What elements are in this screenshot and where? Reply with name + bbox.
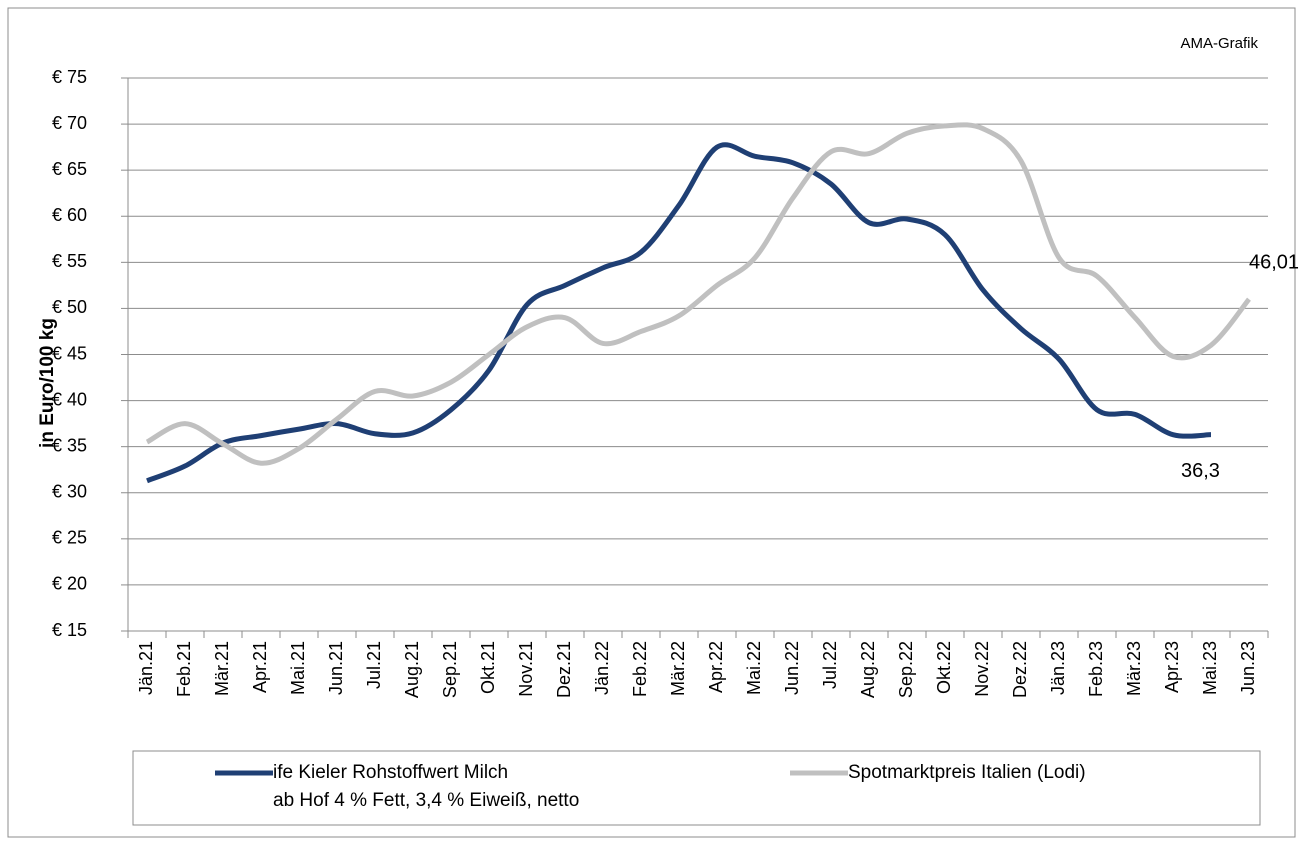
y-tick-label: € 75 — [52, 67, 87, 87]
x-tick-label: Jän.21 — [136, 641, 156, 695]
y-tick-label: € 35 — [52, 435, 87, 455]
y-tick-label: € 70 — [52, 113, 87, 133]
x-tick-label: Jul.21 — [364, 641, 384, 689]
legend-box — [132, 750, 1261, 826]
x-tick-label: Apr.22 — [706, 641, 726, 693]
y-tick-label: € 50 — [52, 297, 87, 317]
x-tick-label: Mär.22 — [668, 641, 688, 696]
y-tick-label: € 15 — [52, 620, 87, 640]
data-label: 36,3 — [1181, 460, 1220, 482]
x-tick-label: Jun.21 — [326, 641, 346, 695]
y-axis-label: in Euro/100 kg — [37, 318, 58, 448]
x-tick-label: Okt.22 — [934, 641, 954, 694]
x-tick-label: Mai.23 — [1200, 641, 1220, 695]
y-tick-label: € 30 — [52, 482, 87, 502]
y-tick-label: € 45 — [52, 343, 87, 363]
x-tick-label: Jun.23 — [1238, 641, 1258, 695]
x-tick-label: Sep.21 — [440, 641, 460, 698]
x-tick-label: Feb.22 — [630, 641, 650, 697]
series-line — [145, 122, 1251, 466]
legend-note: ab Hof 4 % Fett, 3,4 % Eiweiß, netto — [273, 790, 579, 811]
x-tick-label: Dez.22 — [1010, 641, 1030, 698]
y-tick-label: € 55 — [52, 251, 87, 271]
x-tick-label: Dez.21 — [554, 641, 574, 698]
x-tick-label: Aug.22 — [858, 641, 878, 698]
y-tick-label: € 60 — [52, 205, 87, 225]
x-tick-label: Feb.23 — [1086, 641, 1106, 697]
legend-label: ife Kieler Rohstoffwert Milch — [273, 762, 508, 783]
x-tick-label: Jun.22 — [782, 641, 802, 695]
x-tick-label: Jän.23 — [1048, 641, 1068, 695]
x-tick-label: Mär.21 — [212, 641, 232, 696]
x-tick-label: Sep.22 — [896, 641, 916, 698]
x-tick-label: Apr.23 — [1162, 641, 1182, 693]
x-tick-label: Apr.21 — [250, 641, 270, 693]
y-tick-label: € 65 — [52, 159, 87, 179]
x-tick-label: Mai.21 — [288, 641, 308, 695]
x-tick-label: Nov.21 — [516, 641, 536, 697]
y-tick-label: € 40 — [52, 389, 87, 409]
y-tick-label: € 20 — [52, 574, 87, 594]
chart-frame — [7, 7, 1296, 838]
x-tick-label: Okt.21 — [478, 641, 498, 694]
legend-label: Spotmarktpreis Italien (Lodi) — [848, 762, 1086, 783]
x-tick-label: Mai.22 — [744, 641, 764, 695]
x-tick-label: Jul.22 — [820, 641, 840, 689]
x-tick-label: Aug.21 — [402, 641, 422, 698]
x-tick-label: Nov.22 — [972, 641, 992, 697]
source-label: AMA-Grafik — [1180, 35, 1258, 52]
x-tick-label: Jän.22 — [592, 641, 612, 695]
y-tick-label: € 25 — [52, 528, 87, 548]
data-label: 46,01 — [1249, 251, 1299, 273]
x-tick-label: Mär.23 — [1124, 641, 1144, 696]
x-tick-label: Feb.21 — [174, 641, 194, 697]
